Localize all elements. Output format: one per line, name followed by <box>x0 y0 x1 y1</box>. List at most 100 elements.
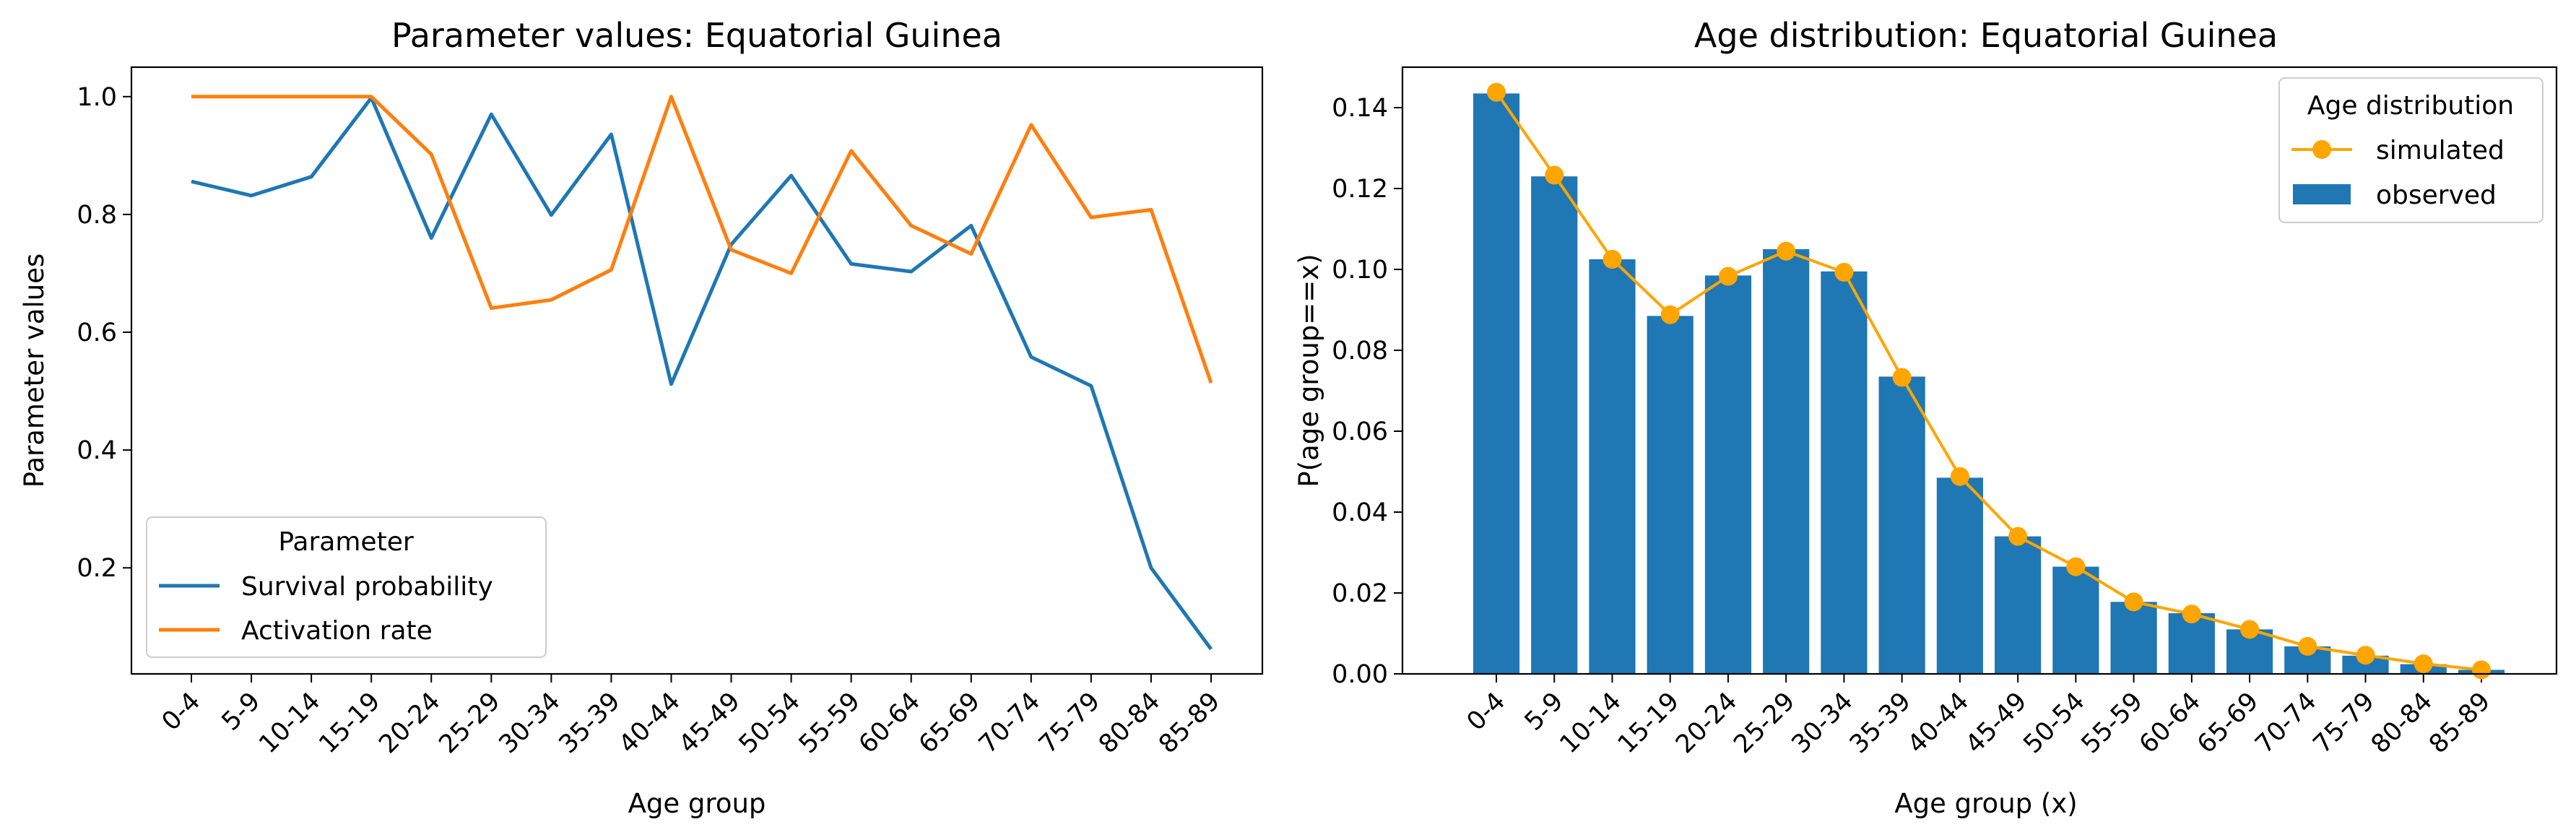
x-tick-label: 25-29 <box>433 687 506 759</box>
legend-label-observed: observed <box>2376 181 2497 210</box>
x-tick-label: 45-49 <box>674 687 746 759</box>
observed-bar <box>1647 316 1694 674</box>
x-tick-label: 50-54 <box>2018 687 2091 759</box>
legend-title: Parameter <box>278 527 413 557</box>
x-tick-label: 20-24 <box>1670 687 1743 759</box>
parameter-values-chart: Parameter values: Equatorial Guinea Age … <box>19 16 1264 819</box>
series-lines <box>191 95 1213 651</box>
observed-bar <box>1704 275 1752 674</box>
simulated-point <box>2182 605 2201 624</box>
x-tick-label: 75-79 <box>1033 687 1106 759</box>
simulated-point <box>1834 262 1854 282</box>
simulated-line <box>1495 91 2482 672</box>
legend-label-simulated: simulated <box>2376 136 2505 165</box>
x-tick-label: 15-19 <box>1613 687 1685 759</box>
y-tick-label: 0.2 <box>77 554 117 583</box>
simulated-point <box>2356 646 2375 665</box>
y-tick-label: 0.02 <box>1332 579 1388 608</box>
x-tick-label: 30-34 <box>1787 687 1859 759</box>
simulated-point <box>1892 368 1912 387</box>
y-tick-label: 1.0 <box>77 83 117 112</box>
x-tick-label: 45-49 <box>1960 687 2032 759</box>
x-tick-label: 60-64 <box>854 687 926 759</box>
x-axis-label: Age group <box>628 788 766 819</box>
legend-label-survival: Survival probability <box>241 572 493 602</box>
x-tick-label: 40-44 <box>1902 687 1974 759</box>
y-axis-label: P(age group==x) <box>1293 254 1324 487</box>
series-line-activation-rate <box>191 95 1213 384</box>
chart-title: Age distribution: Equatorial Guinea <box>1694 16 2278 55</box>
legend: Age distribution simulated observed <box>2278 77 2544 223</box>
legend-swatch-observed <box>2293 184 2351 204</box>
x-tick-label: 10-14 <box>253 687 326 759</box>
x-tick-label: 60-64 <box>2134 687 2206 759</box>
x-tick-label: 30-34 <box>494 687 566 759</box>
x-tick-label: 80-84 <box>1093 687 1166 759</box>
observed-bar <box>1473 93 1520 674</box>
y-tick-label: 0.12 <box>1332 175 1388 204</box>
observed-bar <box>2110 602 2157 674</box>
simulated-point <box>1777 241 1796 261</box>
simulated-point <box>1487 82 1506 102</box>
x-tick-label: 40-44 <box>614 687 686 759</box>
observed-bar <box>1589 259 1636 674</box>
y-tick-label: 0.8 <box>77 201 117 230</box>
simulated-point <box>2240 620 2260 639</box>
x-ticks: 0-4 5-910-1415-1920-2425-2930-3435-3940-4… <box>1462 674 2496 759</box>
simulated-point <box>1603 250 1622 269</box>
y-tick-label: 0.00 <box>1332 660 1388 689</box>
x-tick-label: 50-54 <box>734 687 806 759</box>
observed-bar <box>1821 271 1868 674</box>
simulated-point <box>1718 267 1738 286</box>
y-ticks: 0.00 0.02 0.04 0.06 0.08 0.10 0.12 0.14 <box>1332 94 1402 689</box>
x-tick-label: 20-24 <box>373 687 446 759</box>
y-ticks: 0.2 0.4 0.6 0.8 1.0 <box>77 83 131 583</box>
simulated-point <box>1660 305 1680 324</box>
x-tick-label: 70-74 <box>2250 687 2322 759</box>
observed-bar <box>1936 477 1983 674</box>
observed-bar <box>1995 536 2042 674</box>
x-axis-label: Age group (x) <box>1894 788 2077 819</box>
observed-bar <box>1531 176 1578 674</box>
y-tick-label: 0.14 <box>1332 94 1388 123</box>
plot-frame <box>130 66 1264 675</box>
legend-title: Age distribution <box>2307 91 2514 121</box>
x-tick-label: 85-89 <box>1153 687 1226 759</box>
x-ticks: 0-4 5-910-1415-1920-2425-2930-3435-3940-4… <box>157 674 1226 759</box>
x-tick-label: 70-74 <box>973 687 1046 759</box>
observed-bar <box>1763 249 1810 674</box>
x-tick-label: 55-59 <box>794 687 866 759</box>
x-tick-label: 55-59 <box>2076 687 2148 759</box>
simulated-point <box>2066 557 2086 576</box>
x-tick-label: 65-69 <box>2192 687 2264 759</box>
simulated-point <box>2472 660 2491 680</box>
x-tick-label: 0-4 <box>1462 687 1512 737</box>
x-tick-label: 35-39 <box>1844 687 1917 759</box>
series-line-survival-probability <box>191 95 1213 651</box>
x-tick-label: 65-69 <box>914 687 986 759</box>
y-tick-label: 0.6 <box>77 319 117 347</box>
x-tick-label: 85-89 <box>2424 687 2496 759</box>
y-tick-label: 0.08 <box>1332 337 1388 365</box>
observed-bar <box>1878 376 1925 674</box>
y-axis-label: Parameter values <box>19 254 50 488</box>
legend-marker-simulated <box>2312 140 2331 159</box>
x-tick-label: 25-29 <box>1728 687 1800 759</box>
simulated-point <box>1545 165 1564 185</box>
simulated-point <box>2008 527 2028 546</box>
x-tick-label: 0-4 <box>157 687 207 737</box>
x-tick-label: 15-19 <box>313 687 386 759</box>
x-tick-label: 10-14 <box>1555 687 1627 759</box>
legend-box <box>146 516 547 658</box>
x-tick-label: 80-84 <box>2366 687 2438 759</box>
x-tick-label: 35-39 <box>554 687 626 759</box>
simulated-point <box>2124 592 2143 612</box>
plot-frame <box>1401 66 2558 675</box>
y-tick-label: 0.4 <box>77 436 117 465</box>
x-tick-label: 75-79 <box>2308 687 2380 759</box>
age-distribution-chart: Age distribution: Equatorial Guinea Age … <box>1293 16 2558 819</box>
legend: Parameter Survival probability Activatio… <box>146 516 547 658</box>
y-tick-label: 0.10 <box>1332 256 1388 285</box>
y-tick-label: 0.04 <box>1332 498 1388 527</box>
